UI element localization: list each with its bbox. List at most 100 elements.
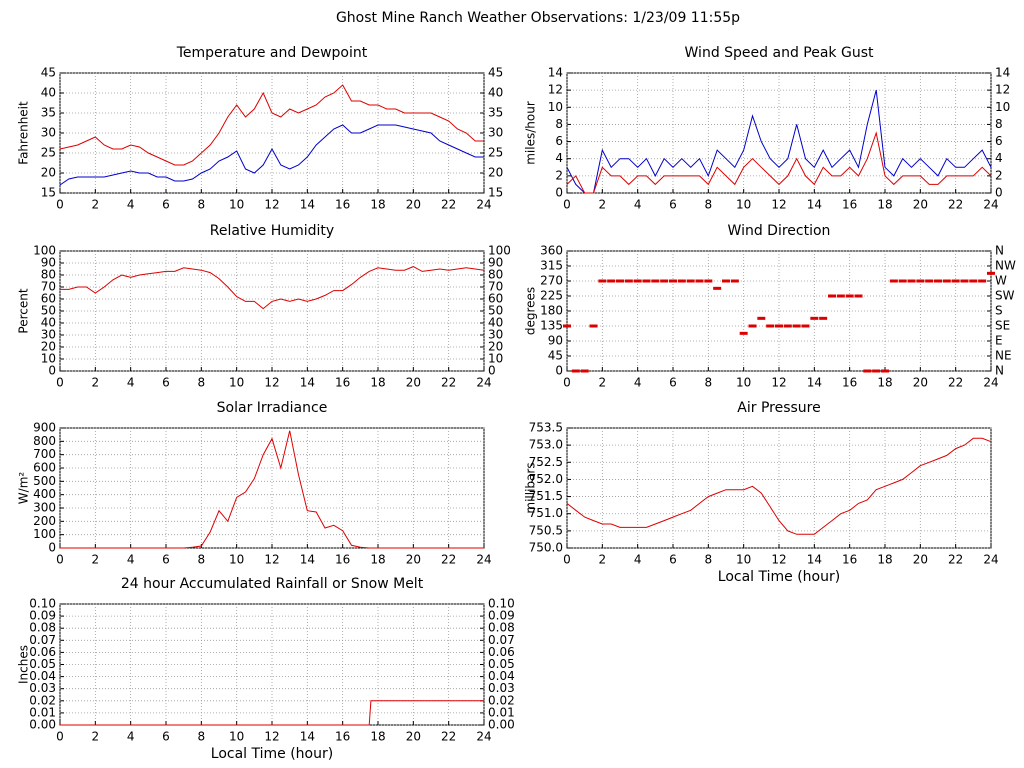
x-tick-label: 18 bbox=[370, 376, 385, 390]
y-tick-label: 14 bbox=[548, 66, 563, 80]
x-tick-label: 18 bbox=[370, 730, 385, 744]
y-tick-label: 8 bbox=[555, 117, 563, 131]
y-tick-label-right: 40 bbox=[488, 316, 503, 330]
y-tick-label: 225 bbox=[540, 289, 563, 303]
data-point bbox=[978, 279, 987, 283]
x-tick-label: 12 bbox=[264, 376, 279, 390]
x-tick-label: 2 bbox=[599, 553, 607, 567]
y-tick-label-right: 2 bbox=[995, 168, 1003, 182]
x-tick-label: 18 bbox=[877, 553, 892, 567]
y-tick-label-right: 0 bbox=[995, 186, 1003, 200]
y-tick-label: 0 bbox=[555, 186, 563, 200]
y-tick-label-right: 20 bbox=[488, 340, 503, 354]
data-point bbox=[819, 316, 828, 320]
data-point bbox=[624, 279, 633, 283]
y-tick-label: 50 bbox=[41, 304, 56, 318]
x-tick-label: 14 bbox=[807, 198, 822, 212]
data-point bbox=[739, 331, 748, 335]
data-point bbox=[951, 279, 960, 283]
y-tick-label-right: 0.07 bbox=[488, 633, 515, 647]
x-tick-label: 16 bbox=[335, 376, 350, 390]
x-tick-label: 10 bbox=[736, 553, 751, 567]
y-tick-label: 200 bbox=[33, 514, 56, 528]
data-point bbox=[607, 279, 616, 283]
y-axis-label: Inches bbox=[17, 645, 31, 684]
y-tick-label: 752.0 bbox=[529, 472, 563, 486]
y-tick-label: 35 bbox=[41, 106, 56, 120]
x-tick-label: 2 bbox=[92, 730, 100, 744]
x-tick-label: 12 bbox=[264, 730, 279, 744]
x-tick-label: 24 bbox=[983, 553, 998, 567]
x-tick-label: 14 bbox=[807, 553, 822, 567]
y-axis-label: degrees bbox=[524, 287, 538, 335]
y-tick-label-right: 30 bbox=[488, 328, 503, 342]
panel: Wind Direction04590135180225270315360NNE… bbox=[524, 223, 1016, 390]
y-tick-label: 100 bbox=[33, 244, 56, 258]
y-tick-label: 6 bbox=[555, 134, 563, 148]
y2-tick-label: N bbox=[995, 244, 1004, 258]
x-tick-label: 6 bbox=[162, 553, 170, 567]
x-tick-label: 6 bbox=[669, 198, 677, 212]
data-point bbox=[669, 279, 677, 283]
y-tick-label: 20 bbox=[41, 340, 56, 354]
y-tick-label: 900 bbox=[33, 421, 56, 435]
y-tick-label-right: 0.02 bbox=[488, 693, 515, 707]
x-tick-label: 6 bbox=[162, 198, 170, 212]
data-point bbox=[934, 279, 942, 283]
data-point bbox=[757, 316, 766, 320]
x-tick-label: 8 bbox=[198, 376, 206, 390]
data-point bbox=[942, 279, 951, 283]
x-tick-label: 24 bbox=[983, 376, 998, 390]
x-tick-label: 0 bbox=[563, 376, 571, 390]
panel-title: Air Pressure bbox=[737, 400, 820, 416]
x-tick-label: 12 bbox=[771, 376, 786, 390]
y-tick-label-right: 0.06 bbox=[488, 645, 515, 659]
x-tick-label: 8 bbox=[705, 553, 713, 567]
data-point bbox=[722, 279, 730, 283]
data-point bbox=[677, 279, 686, 283]
data-point bbox=[810, 316, 819, 320]
panel-title: Solar Irradiance bbox=[217, 400, 328, 416]
y2-tick-label: S bbox=[995, 304, 1003, 318]
x-tick-label: 10 bbox=[736, 376, 751, 390]
panel-title: Wind Speed and Peak Gust bbox=[685, 45, 874, 61]
data-point bbox=[775, 324, 783, 328]
y-tick-label: 0.03 bbox=[29, 681, 56, 695]
y-tick-label-right: 0 bbox=[488, 364, 496, 378]
data-point bbox=[801, 324, 810, 328]
y-tick-label: 135 bbox=[540, 319, 563, 333]
y-tick-label: 300 bbox=[33, 501, 56, 515]
y-tick-label-right: 10 bbox=[488, 352, 503, 366]
x-tick-label: 0 bbox=[563, 198, 571, 212]
y-tick-label: 0.05 bbox=[29, 657, 56, 671]
x-tick-label: 16 bbox=[335, 730, 350, 744]
data-point bbox=[713, 286, 722, 290]
x-tick-label: 12 bbox=[771, 553, 786, 567]
data-point bbox=[960, 279, 969, 283]
y-tick-label: 40 bbox=[41, 86, 56, 100]
y-tick-label-right: 60 bbox=[488, 292, 503, 306]
y-tick-label: 4 bbox=[555, 151, 563, 165]
y-tick-label: 750.0 bbox=[529, 541, 563, 555]
y-tick-label-right: 8 bbox=[995, 117, 1003, 131]
data-point bbox=[748, 324, 757, 328]
data-point bbox=[987, 271, 995, 275]
data-point bbox=[616, 279, 624, 283]
y-tick-label-right: 50 bbox=[488, 304, 503, 318]
y-tick-label-right: 6 bbox=[995, 134, 1003, 148]
data-line bbox=[566, 89, 992, 194]
y-tick-label: 40 bbox=[41, 316, 56, 330]
y-tick-label-right: 45 bbox=[488, 66, 503, 80]
data-point bbox=[642, 279, 651, 283]
y-axis-label: Fahrenheit bbox=[17, 101, 31, 165]
x-tick-label: 8 bbox=[705, 376, 713, 390]
data-line bbox=[59, 84, 484, 166]
y-tick-label: 0.02 bbox=[29, 693, 56, 707]
y-tick-label: 20 bbox=[41, 166, 56, 180]
y-tick-label-right: 0.00 bbox=[488, 718, 515, 732]
y-tick-label-right: 15 bbox=[488, 186, 503, 200]
y-tick-label-right: 0.05 bbox=[488, 657, 515, 671]
y-tick-label: 0.07 bbox=[29, 633, 56, 647]
data-point bbox=[571, 369, 580, 373]
